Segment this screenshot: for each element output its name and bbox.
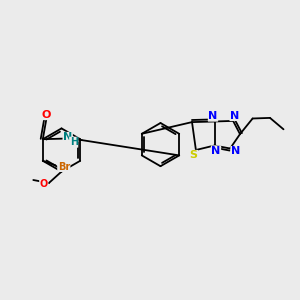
Text: O: O	[40, 179, 48, 189]
Text: H: H	[70, 137, 78, 147]
Text: N: N	[212, 146, 220, 156]
Text: Br: Br	[58, 161, 70, 172]
Text: N: N	[230, 110, 239, 121]
Text: N: N	[231, 146, 240, 157]
Text: S: S	[190, 150, 197, 161]
Text: N: N	[208, 111, 217, 121]
Text: O: O	[41, 110, 51, 120]
Text: N: N	[63, 132, 72, 142]
